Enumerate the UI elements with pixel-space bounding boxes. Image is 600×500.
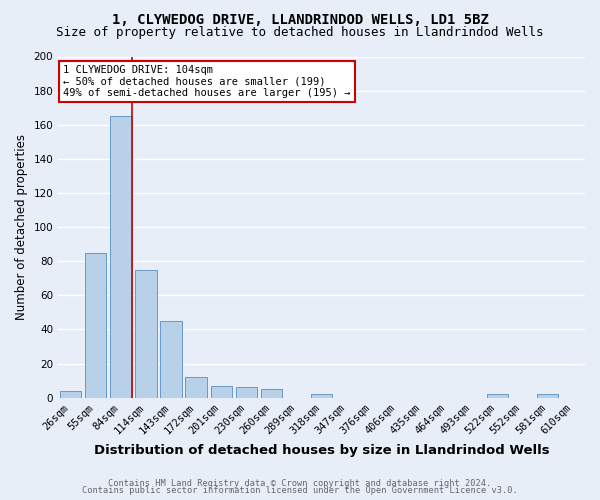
Bar	[185, 377, 207, 398]
Bar	[110, 116, 131, 398]
Bar	[60, 391, 82, 398]
Text: Contains HM Land Registry data © Crown copyright and database right 2024.: Contains HM Land Registry data © Crown c…	[109, 478, 491, 488]
Text: 1, CLYWEDOG DRIVE, LLANDRINDOD WELLS, LD1 5BZ: 1, CLYWEDOG DRIVE, LLANDRINDOD WELLS, LD…	[112, 12, 488, 26]
X-axis label: Distribution of detached houses by size in Llandrindod Wells: Distribution of detached houses by size …	[94, 444, 550, 458]
Bar	[211, 386, 232, 398]
Bar	[311, 394, 332, 398]
Y-axis label: Number of detached properties: Number of detached properties	[15, 134, 28, 320]
Bar	[160, 321, 182, 398]
Text: Contains public sector information licensed under the Open Government Licence v3: Contains public sector information licen…	[82, 486, 518, 495]
Bar	[85, 252, 106, 398]
Text: 1 CLYWEDOG DRIVE: 104sqm
← 50% of detached houses are smaller (199)
49% of semi-: 1 CLYWEDOG DRIVE: 104sqm ← 50% of detach…	[64, 65, 351, 98]
Bar	[537, 394, 558, 398]
Bar	[261, 389, 282, 398]
Bar	[236, 388, 257, 398]
Bar	[136, 270, 157, 398]
Bar	[487, 394, 508, 398]
Text: Size of property relative to detached houses in Llandrindod Wells: Size of property relative to detached ho…	[56, 26, 544, 39]
